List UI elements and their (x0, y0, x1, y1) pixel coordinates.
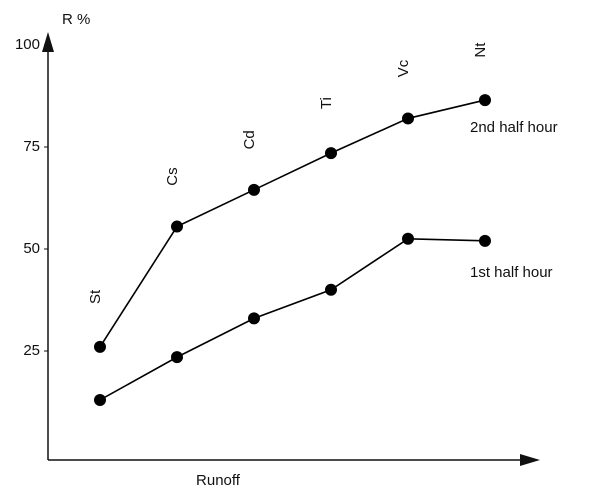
x-axis-label: Runoff (196, 472, 241, 489)
data-point (94, 340, 106, 353)
data-point (325, 283, 337, 296)
data-point (171, 351, 183, 364)
data-point (171, 220, 183, 233)
y-tick-label: 50 (23, 240, 40, 257)
data-point (325, 147, 337, 160)
data-point (248, 312, 260, 325)
data-point (479, 94, 491, 107)
series-label: 2nd half hour (470, 119, 558, 136)
category-label: Cd (241, 130, 258, 149)
y-tick-label: 25 (23, 342, 40, 359)
data-point (479, 234, 491, 247)
x-arrow (520, 454, 540, 466)
y-tick-label: 75 (23, 138, 40, 155)
y-arrow (42, 32, 54, 52)
category-label: Vc (395, 59, 412, 77)
category-label: Nt (472, 42, 489, 58)
category-label: Cs (164, 167, 181, 185)
data-point (248, 183, 260, 196)
data-point (402, 112, 414, 125)
series-label: 1st half hour (470, 264, 553, 281)
data-point (402, 232, 414, 245)
series-line (99, 99, 486, 348)
y-tick-label: 100 (15, 36, 40, 53)
category-label: St (87, 289, 104, 304)
category-label: Ti (318, 97, 335, 109)
data-point (94, 393, 106, 406)
series-line (99, 237, 486, 401)
y-axis-label: R % (62, 11, 90, 28)
